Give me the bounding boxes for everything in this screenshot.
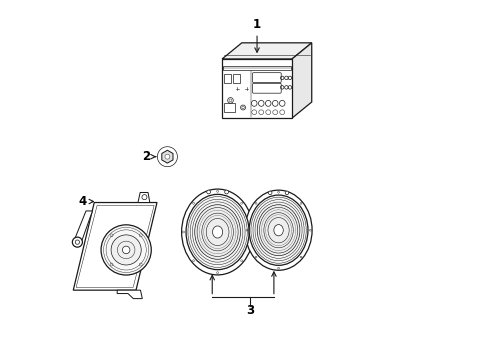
Circle shape [285, 191, 288, 195]
Polygon shape [222, 59, 291, 118]
Polygon shape [117, 290, 142, 298]
Polygon shape [222, 43, 311, 59]
Ellipse shape [273, 225, 283, 236]
Circle shape [101, 225, 151, 275]
Text: 4: 4 [78, 195, 93, 208]
Text: 1: 1 [252, 18, 261, 52]
Ellipse shape [181, 189, 253, 275]
Polygon shape [162, 150, 173, 163]
Polygon shape [73, 211, 92, 242]
Polygon shape [291, 43, 311, 118]
Circle shape [224, 190, 228, 194]
Text: 2: 2 [142, 150, 155, 163]
Ellipse shape [185, 194, 249, 270]
Circle shape [111, 235, 141, 265]
Circle shape [206, 190, 210, 194]
Bar [223, 66, 290, 69]
Polygon shape [138, 193, 149, 203]
Circle shape [157, 147, 177, 167]
Ellipse shape [244, 190, 311, 270]
Ellipse shape [249, 195, 307, 265]
Circle shape [72, 237, 82, 247]
Bar [224, 75, 231, 83]
Ellipse shape [212, 226, 222, 238]
Ellipse shape [194, 205, 240, 259]
Polygon shape [73, 203, 157, 290]
Circle shape [268, 191, 271, 195]
Bar [233, 75, 240, 83]
Bar [224, 103, 234, 112]
Text: 3: 3 [245, 305, 253, 318]
Ellipse shape [257, 205, 299, 256]
Circle shape [164, 154, 169, 159]
Circle shape [122, 246, 130, 254]
